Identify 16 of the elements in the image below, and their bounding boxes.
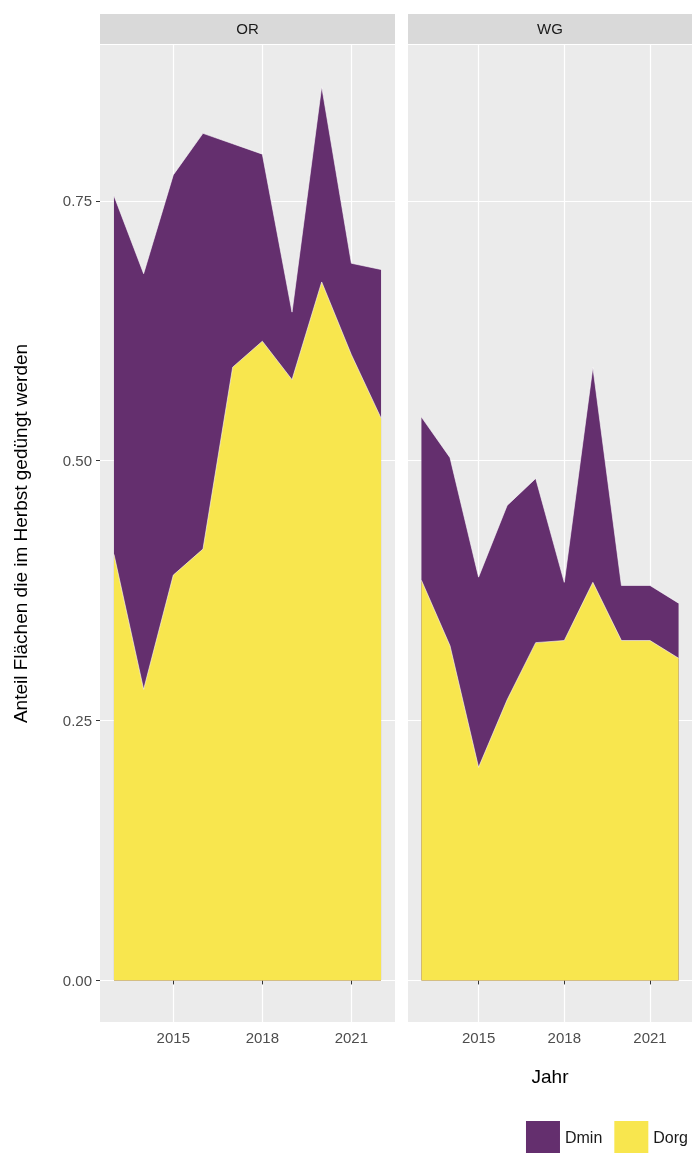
legend-label: Dorg	[653, 1128, 689, 1146]
y-tick-label: 0.25	[62, 712, 92, 730]
legend-label: Dmin	[564, 1128, 603, 1146]
chart-title: WG	[408, 14, 692, 44]
x-tick-label: 2015	[156, 1029, 190, 1046]
x-axis-title: Jahr	[531, 1066, 570, 1087]
x-tick-label: 2018	[547, 1029, 581, 1046]
x-tick-label: 2021	[633, 1029, 667, 1046]
y-tick-label: 0.75	[62, 192, 92, 210]
y-tick-label: 0.00	[62, 971, 92, 989]
x-tick-label: 2015	[461, 1029, 496, 1046]
y-axis-title: Anteil Flächen die im Herbst gedüngt werden	[10, 343, 31, 724]
y-tick-label: 0.50	[62, 452, 92, 470]
x-tick-label: 2018	[245, 1029, 280, 1046]
chart-title: OR	[100, 14, 395, 44]
x-tick-label: 2021	[334, 1029, 369, 1046]
